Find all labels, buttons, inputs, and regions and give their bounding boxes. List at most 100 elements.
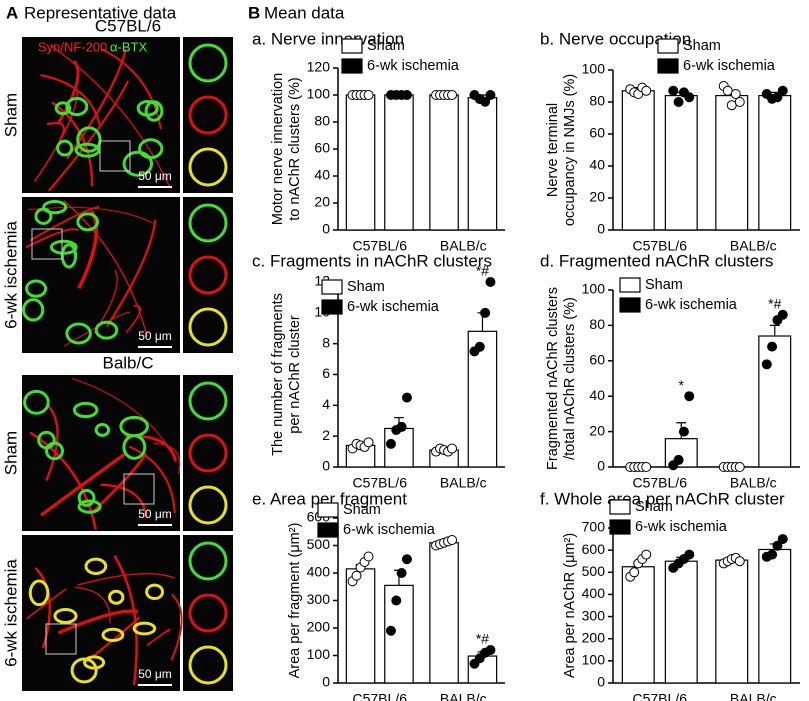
roi-box	[99, 140, 131, 172]
nmj-cluster	[108, 589, 125, 605]
inset-cluster	[188, 255, 228, 295]
legend-swatch	[317, 522, 339, 538]
nmj-cluster	[65, 322, 92, 345]
legend-label: 6-wk ischemia	[367, 58, 460, 74]
nmj-cluster	[84, 557, 108, 575]
nmj-cluster	[77, 489, 96, 507]
nerve-fiber	[40, 451, 128, 517]
significance-label: *#	[476, 263, 489, 279]
nmj-cluster	[42, 200, 68, 215]
legend-label: 6-wk ischemia	[343, 522, 436, 538]
data-point	[734, 556, 745, 567]
legend-label: Sham	[343, 502, 381, 518]
inset-cluster	[188, 43, 228, 83]
data-point	[777, 534, 788, 545]
nerve-fiber	[170, 593, 183, 661]
nerve-fiber	[63, 200, 148, 337]
y-tick-label: 0	[322, 221, 330, 237]
x-tick-label: BALB/c	[440, 475, 487, 491]
data-point	[734, 97, 745, 107]
data-point	[777, 85, 788, 96]
nerve-fiber	[49, 44, 171, 189]
y-axis-label: /total nAChR clusters (%)	[562, 297, 578, 460]
y-tick-label: 200	[307, 619, 331, 635]
data-point	[641, 549, 652, 560]
nmj-cluster	[22, 298, 45, 322]
nerve-fiber	[146, 628, 171, 647]
data-point	[401, 554, 412, 565]
row-label: 6-wk ischemia	[1, 221, 20, 329]
data-point	[401, 90, 412, 100]
strain-label: C57BL/6	[95, 16, 161, 35]
legend-swatch	[341, 38, 363, 54]
inset-cluster	[188, 433, 228, 473]
nmj-cluster	[54, 101, 72, 116]
nerve-fiber	[77, 572, 175, 586]
bar	[715, 94, 749, 231]
error-bar	[769, 324, 780, 337]
stain-label: α-BTX	[110, 39, 147, 54]
chart: a. Nerve innervation 0 20 40 60 80 100 120 Motor…	[252, 29, 505, 254]
y-tick-label: 2	[322, 427, 330, 443]
legend-swatch	[609, 499, 631, 515]
data-point	[447, 443, 458, 454]
y-tick-label: 100	[307, 646, 331, 662]
strain-label: Balb/C	[102, 353, 153, 372]
y-tick-label: 20	[314, 194, 330, 210]
bar	[345, 568, 376, 684]
data-point	[678, 426, 689, 437]
legend-label: Sham	[645, 277, 683, 293]
x-tick-label: BALB/c	[730, 238, 777, 254]
legend-swatch	[619, 277, 641, 293]
inset-cluster	[188, 95, 228, 135]
y-tick-label: 6	[322, 365, 330, 381]
nerve-fiber	[113, 554, 138, 686]
y-tick-label: 80	[589, 93, 605, 109]
bar	[758, 335, 792, 468]
legend-swatch	[657, 38, 679, 54]
nmj-cluster	[122, 434, 147, 460]
y-tick-label: 500	[582, 563, 606, 579]
nmj-cluster	[34, 207, 53, 225]
y-tick-label: 100	[307, 86, 331, 102]
y-tick-label: 0	[597, 458, 605, 474]
bar	[715, 559, 749, 684]
nerve-fiber	[100, 483, 148, 518]
nerve-fiber	[153, 443, 181, 475]
x-tick-label: C57BL/6	[633, 475, 688, 491]
data-point	[772, 540, 783, 551]
inset-cluster	[188, 381, 228, 421]
bar	[384, 94, 414, 231]
y-tick-label: 60	[589, 352, 605, 368]
y-tick-label: 0	[322, 674, 330, 690]
legend-swatch	[341, 58, 363, 74]
nerve-fiber	[105, 219, 157, 328]
x-tick-label: BALB/c	[440, 691, 487, 701]
y-axis-label: Motor nerve innervation	[270, 73, 286, 225]
y-tick-label: 100	[582, 652, 606, 668]
data-point	[668, 85, 679, 96]
nmj-cluster	[37, 430, 56, 450]
scale-bar-label: 50 μm	[138, 169, 172, 183]
nmj-cluster	[145, 583, 165, 601]
panel-label: A	[6, 3, 18, 22]
data-point	[485, 277, 496, 287]
nmj-cluster	[72, 401, 99, 419]
nmj-cluster	[83, 655, 106, 670]
nmj-cluster	[53, 607, 78, 624]
significance-label: *	[679, 377, 685, 393]
y-tick-label: 20	[589, 189, 605, 205]
nmj-cluster	[77, 499, 102, 514]
nmj-cluster	[122, 150, 154, 177]
data-point	[734, 462, 745, 472]
nerve-fiber	[45, 405, 59, 482]
x-tick-label: BALB/c	[440, 238, 487, 254]
y-axis-label: per nAChR cluster	[287, 315, 303, 434]
scale-bar-label: 50 μm	[138, 507, 172, 521]
roi-box	[45, 623, 77, 655]
chart-title: c. Fragments in nAChR clusters	[252, 251, 492, 270]
roi-box	[123, 473, 155, 505]
data-point	[385, 625, 396, 636]
chart-title: b. Nerve occupation	[540, 29, 691, 48]
nmj-cluster	[132, 621, 157, 636]
